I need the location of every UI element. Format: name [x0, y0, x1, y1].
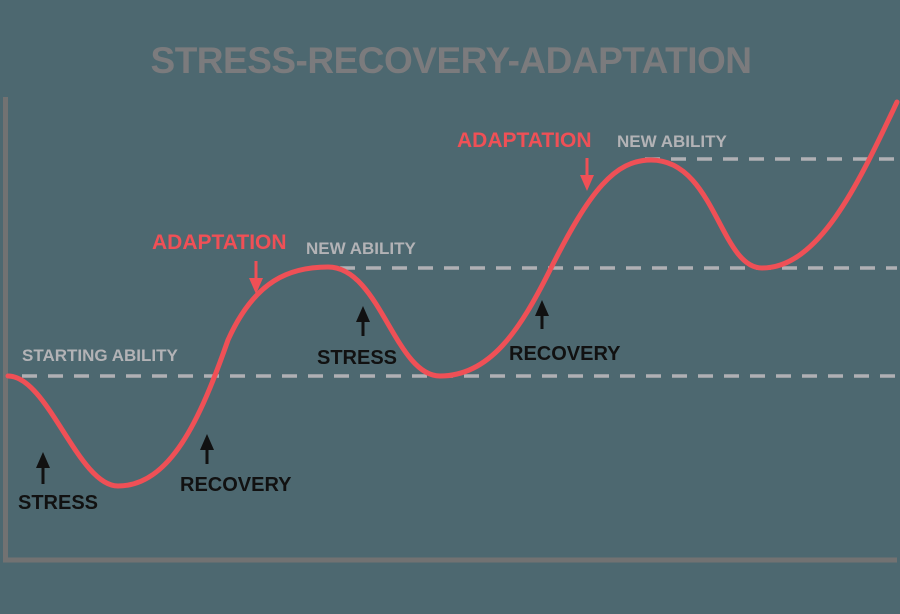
recovery-label-2: RECOVERY: [509, 343, 621, 365]
starting-ability-label: STARTING ABILITY: [22, 346, 178, 365]
first-new-ability-label: NEW ABILITY: [306, 239, 417, 258]
recovery-arrow-icon: [200, 434, 214, 464]
stress-label-1: STRESS: [18, 492, 98, 514]
recovery-arrow-icon: [535, 300, 549, 329]
adaptation-label-1: ADAPTATION: [152, 231, 287, 254]
stress-arrow-icon: [356, 306, 370, 336]
diagram-title: STRESS-RECOVERY-ADAPTATION: [151, 40, 752, 81]
adaptation-arrow-icon: [580, 158, 594, 191]
ability-curve: [5, 99, 900, 489]
stress-label-2: STRESS: [317, 347, 397, 369]
second-new-ability-label: NEW ABILITY: [617, 132, 728, 151]
stress-arrow-icon: [36, 452, 50, 484]
adaptation-label-2: ADAPTATION: [457, 129, 592, 152]
adaptation-arrow-icon: [249, 261, 263, 294]
recovery-label-1: RECOVERY: [180, 474, 292, 496]
